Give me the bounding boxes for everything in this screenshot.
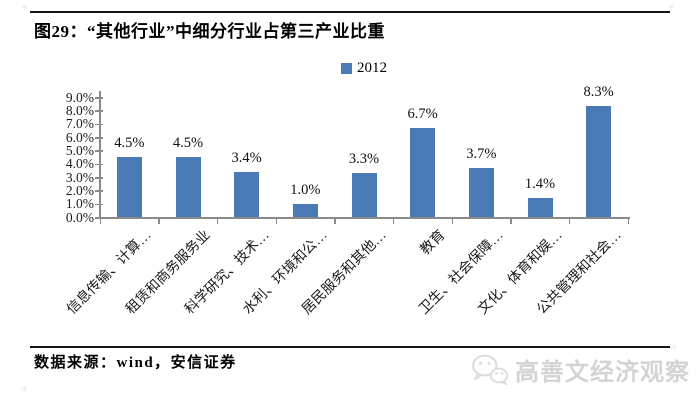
y-axis-tick-label: 7.0%: [65, 116, 94, 132]
bar: [586, 106, 612, 217]
x-axis-category-label: 教育: [417, 227, 449, 259]
y-axis-tick-label: 0.0%: [65, 209, 94, 225]
y-axis-line: [99, 91, 101, 218]
x-axis-tick-mark: [392, 218, 395, 224]
corner-artifact: ✳: [671, 343, 678, 352]
y-axis-tick-mark: [95, 203, 103, 206]
y-axis-tick-label: 1.0%: [65, 196, 94, 212]
bar-value-label: 3.7%: [466, 145, 497, 162]
x-axis-tick-mark: [275, 218, 277, 224]
watermark: 高善文经济观察: [471, 350, 690, 388]
bar: [292, 203, 318, 217]
y-axis-tick-label: 6.0%: [65, 129, 94, 145]
bar-value-label: 3.4%: [231, 149, 262, 166]
bar: [527, 198, 553, 217]
bar-value-label: 6.7%: [407, 105, 438, 122]
y-axis-tick-label: 8.0%: [65, 102, 94, 118]
y-axis-tick-label: 9.0%: [65, 89, 94, 105]
x-axis-tick-mark: [627, 218, 629, 224]
bar-value-label: 4.5%: [114, 135, 145, 151]
bar: [116, 157, 142, 217]
y-axis-tick-mark: [95, 190, 103, 192]
bar: [351, 173, 377, 217]
x-axis-tick-mark: [451, 218, 453, 224]
y-axis-tick-label: 5.0%: [65, 142, 94, 158]
y-axis-tick-mark: [95, 177, 103, 179]
x-axis-line: [99, 217, 630, 219]
figure-title: 图29：“其他行业”中细分行业占第三产业比重: [34, 22, 385, 41]
legend-label-2012: 2012: [357, 59, 387, 76]
y-axis-tick-label: 3.0%: [65, 169, 94, 185]
bar-value-label: 4.5%: [172, 135, 204, 151]
top-divider: [30, 11, 670, 13]
bar: [234, 171, 260, 217]
x-axis-tick-mark: [510, 218, 512, 224]
y-axis-tick-label: 4.0%: [65, 156, 94, 172]
corner-artifact: ✳: [21, 385, 28, 394]
corner-artifact: ✳: [21, 3, 28, 12]
y-axis-tick-mark: [95, 150, 103, 152]
y-axis-tick-mark: [95, 137, 103, 139]
x-axis-tick-mark: [216, 218, 219, 224]
y-axis-tick-mark: [95, 217, 103, 219]
y-axis-tick-mark: [95, 163, 103, 166]
y-axis-tick-mark: [95, 97, 103, 99]
bar: [468, 167, 494, 217]
bar: [175, 157, 201, 217]
bar: [410, 127, 436, 217]
bar-value-label: 3.3%: [348, 151, 380, 167]
bar-value-label: 1.0%: [290, 181, 321, 198]
legend-swatch-2012: [341, 62, 352, 74]
x-axis-tick-mark: [568, 218, 571, 224]
data-source-note: 数据来源：wind，安信证券: [34, 355, 237, 371]
bar-value-label: 1.4%: [524, 176, 556, 193]
bottom-divider: [30, 346, 670, 348]
bar-value-label: 8.3%: [583, 84, 614, 101]
x-axis-tick-mark: [334, 218, 336, 224]
corner-artifact: ✳: [668, 3, 675, 12]
y-axis-tick-mark: [95, 123, 103, 126]
x-axis-tick-mark: [158, 218, 160, 224]
x-axis-tick-mark: [99, 218, 101, 224]
watermark-text: 高善文经济观察: [515, 358, 690, 386]
y-axis-tick-mark: [95, 110, 103, 112]
y-axis-tick-label: 2.0%: [65, 182, 94, 198]
chart-legend: 2012: [100, 60, 628, 76]
wechat-icon: [472, 354, 509, 385]
